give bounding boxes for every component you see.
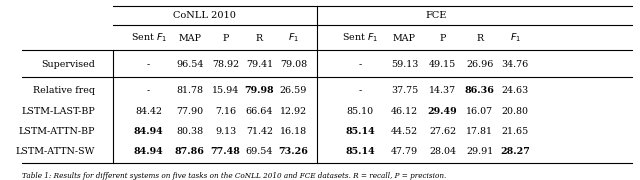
Text: Supervised: Supervised <box>41 60 95 69</box>
Text: Table 1: Results for different systems on five tasks on the CoNLL 2010 and FCE d: Table 1: Results for different systems o… <box>22 172 447 180</box>
Text: LSTM-ATTN-BP: LSTM-ATTN-BP <box>19 127 95 136</box>
Text: CoNLL 2010: CoNLL 2010 <box>173 11 236 20</box>
Text: 44.52: 44.52 <box>391 127 418 136</box>
Text: 80.38: 80.38 <box>177 127 204 136</box>
Text: 86.36: 86.36 <box>465 86 495 95</box>
Text: -: - <box>358 60 362 69</box>
Text: $F_1$: $F_1$ <box>288 32 299 44</box>
Text: 73.26: 73.26 <box>278 147 308 156</box>
Text: 37.75: 37.75 <box>391 86 418 95</box>
Text: Relative freq: Relative freq <box>33 86 95 95</box>
Text: 26.59: 26.59 <box>280 86 307 95</box>
Text: 7.16: 7.16 <box>215 107 236 116</box>
Text: 29.49: 29.49 <box>428 107 458 116</box>
Text: 21.65: 21.65 <box>502 127 529 136</box>
Text: 9.13: 9.13 <box>215 127 236 136</box>
Text: 79.08: 79.08 <box>280 60 307 69</box>
Text: 79.98: 79.98 <box>244 86 275 95</box>
Text: 46.12: 46.12 <box>391 107 418 116</box>
Text: P: P <box>440 34 446 43</box>
Text: MAP: MAP <box>179 34 202 43</box>
Text: 96.54: 96.54 <box>176 60 204 69</box>
Text: $F_1$: $F_1$ <box>510 32 521 44</box>
Text: 84.94: 84.94 <box>134 127 163 136</box>
Text: 15.94: 15.94 <box>212 86 239 95</box>
Text: 12.92: 12.92 <box>280 107 307 116</box>
Text: LSTM-ATTN-SW: LSTM-ATTN-SW <box>15 147 95 156</box>
Text: 81.78: 81.78 <box>177 86 204 95</box>
Text: LSTM-LAST-BP: LSTM-LAST-BP <box>21 107 95 116</box>
Text: 59.13: 59.13 <box>390 60 418 69</box>
Text: -: - <box>358 86 362 95</box>
Text: 77.90: 77.90 <box>177 107 204 116</box>
Text: 28.27: 28.27 <box>500 147 531 156</box>
Text: 85.14: 85.14 <box>345 147 375 156</box>
Text: FCE: FCE <box>426 11 447 20</box>
Text: 66.64: 66.64 <box>246 107 273 116</box>
Text: 14.37: 14.37 <box>429 86 456 95</box>
Text: 16.18: 16.18 <box>280 127 307 136</box>
Text: 27.62: 27.62 <box>429 127 456 136</box>
Text: 69.54: 69.54 <box>246 147 273 156</box>
Text: P: P <box>223 34 229 43</box>
Text: Sent $F_1$: Sent $F_1$ <box>342 32 378 44</box>
Text: Sent $F_1$: Sent $F_1$ <box>131 32 166 44</box>
Text: 20.80: 20.80 <box>502 107 529 116</box>
Text: 79.41: 79.41 <box>246 60 273 69</box>
Text: 87.86: 87.86 <box>175 147 205 156</box>
Text: 49.15: 49.15 <box>429 60 456 69</box>
Text: 29.91: 29.91 <box>466 147 493 156</box>
Text: 85.10: 85.10 <box>346 107 374 116</box>
Text: MAP: MAP <box>393 34 416 43</box>
Text: 26.96: 26.96 <box>466 60 493 69</box>
Text: 78.92: 78.92 <box>212 60 239 69</box>
Text: 77.48: 77.48 <box>211 147 241 156</box>
Text: 17.81: 17.81 <box>466 127 493 136</box>
Text: 84.94: 84.94 <box>134 147 163 156</box>
Text: 34.76: 34.76 <box>502 60 529 69</box>
Text: R: R <box>256 34 263 43</box>
Text: -: - <box>147 86 150 95</box>
Text: 84.42: 84.42 <box>135 107 162 116</box>
Text: 71.42: 71.42 <box>246 127 273 136</box>
Text: 47.79: 47.79 <box>391 147 418 156</box>
Text: 16.07: 16.07 <box>466 107 493 116</box>
Text: R: R <box>476 34 483 43</box>
Text: 28.04: 28.04 <box>429 147 456 156</box>
Text: 24.63: 24.63 <box>502 86 529 95</box>
Text: -: - <box>147 60 150 69</box>
Text: 85.14: 85.14 <box>345 127 375 136</box>
